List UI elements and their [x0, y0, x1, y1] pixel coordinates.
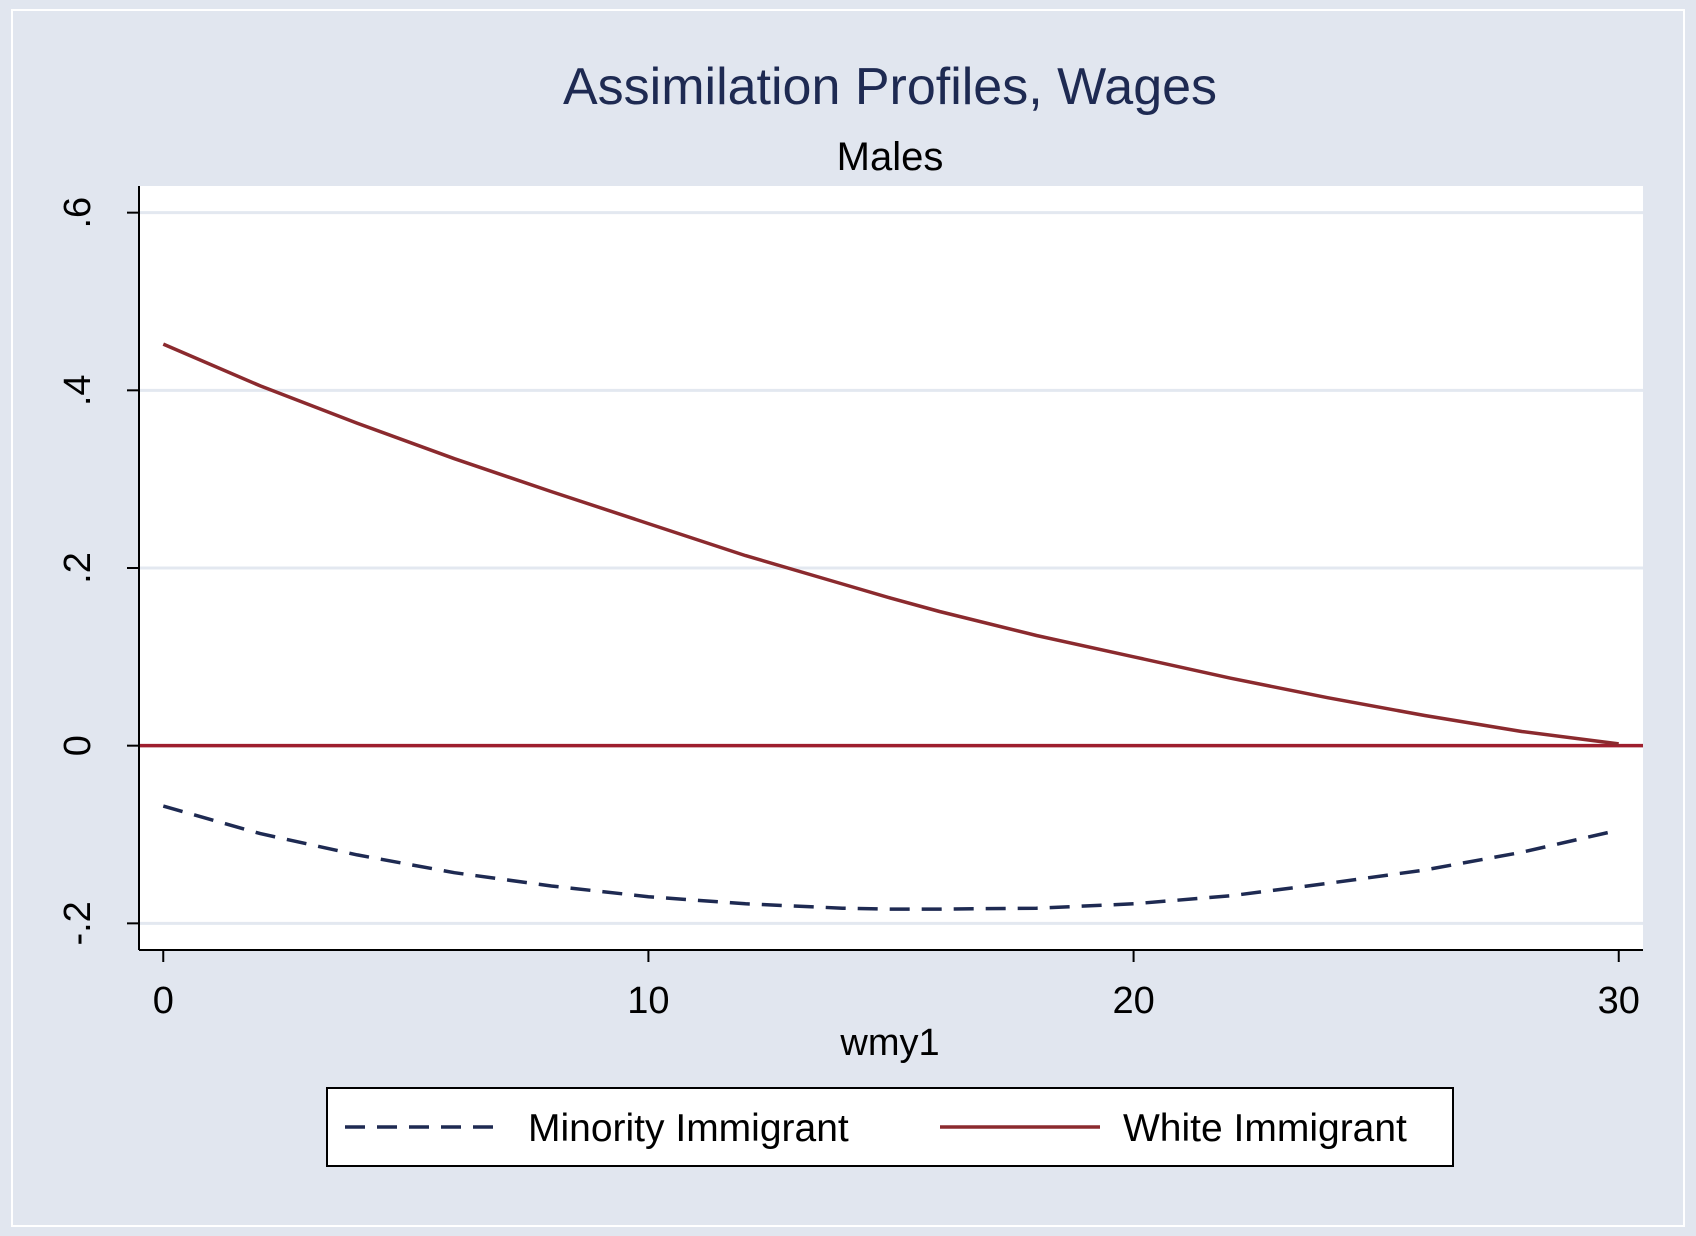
y-tick-label: -.2 [57, 901, 99, 945]
x-tick-label: 20 [1112, 980, 1154, 1022]
series-layer [139, 342, 1643, 911]
y-tick-label: .2 [57, 552, 99, 584]
series-line-white-immigrant [162, 342, 1619, 746]
x-tick-label: 30 [1598, 980, 1640, 1022]
x-axis-ticks: 0 10 20 30 [153, 950, 1640, 1022]
legend: Minority Immigrant White Immigrant [326, 1087, 1454, 1167]
chart-title: Assimilation Profiles, Wages [563, 58, 1217, 116]
series-line-minority-immigrant [162, 804, 1620, 911]
legend-label-white: White Immigrant [1123, 1107, 1407, 1150]
legend-label-minority: Minority Immigrant [528, 1107, 849, 1150]
x-tick-label: 0 [153, 980, 174, 1022]
x-tick-label: 10 [627, 980, 669, 1022]
gridlines [139, 211, 1643, 925]
chart-subtitle: Males [837, 135, 944, 179]
figure-border [11, 9, 1685, 1227]
y-axis-ticks: -.2 0 .2 .4 .6 [57, 197, 139, 946]
y-tick-label: .4 [57, 374, 99, 406]
y-tick-label: 0 [57, 735, 99, 756]
y-tick-label: .6 [57, 197, 99, 229]
x-axis-label: wmy1 [839, 1022, 939, 1064]
legend-box [326, 1087, 1454, 1167]
